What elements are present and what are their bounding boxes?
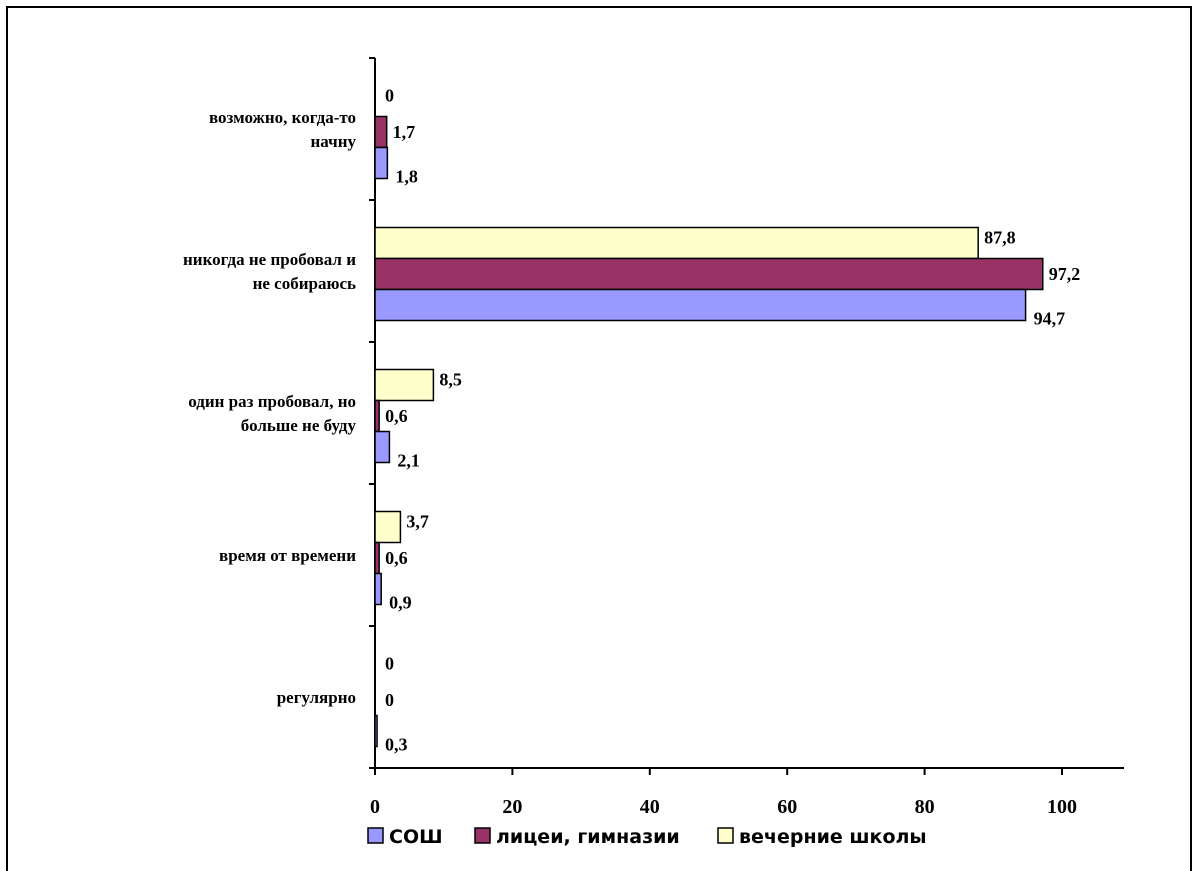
category-label-line: регулярно — [277, 688, 356, 707]
category-label-line: один раз пробовал, но — [188, 392, 356, 411]
bar — [374, 430, 391, 464]
x-tick-label: 0 — [370, 796, 380, 818]
bar — [374, 368, 435, 402]
category-label-line: больше не буду — [241, 416, 357, 435]
data-label: 0,6 — [385, 548, 408, 568]
bar — [374, 714, 378, 748]
data-label: 97,2 — [1049, 264, 1081, 284]
data-label: 2,1 — [397, 451, 420, 471]
bar — [374, 288, 1027, 322]
data-label: 1,8 — [395, 167, 418, 187]
bar — [374, 257, 1044, 291]
data-label: 0 — [385, 86, 394, 106]
legend-label: СОШ — [389, 826, 443, 848]
data-label: 0 — [385, 690, 394, 710]
legend-label: лицеи, гимназии — [496, 826, 680, 848]
category-label: один раз пробовал, но больше не буду — [188, 392, 356, 435]
data-label: 3,7 — [406, 512, 429, 532]
x-tick-label: 40 — [640, 796, 660, 818]
x-tick-label: 60 — [777, 796, 797, 818]
bar — [374, 226, 979, 260]
chart-border — [6, 6, 1192, 871]
x-tick-label: 100 — [1047, 796, 1077, 818]
category-label: возможно, когда-то начну — [209, 108, 357, 151]
bar — [374, 146, 389, 180]
category-label-line: не собираюсь — [253, 274, 356, 293]
bar — [374, 572, 382, 606]
data-label: 94,7 — [1034, 309, 1066, 329]
category-label-line: никогда не пробовал и — [183, 250, 356, 269]
data-label: 1,7 — [393, 122, 416, 142]
bar — [374, 510, 402, 544]
category-label: никогда не пробовал и не собираюсь — [183, 250, 356, 293]
data-label: 87,8 — [984, 228, 1016, 248]
legend-swatch — [367, 827, 384, 844]
data-label: 0 — [385, 654, 394, 674]
category-label-line: время от времени — [219, 546, 356, 565]
x-tick-label: 20 — [502, 796, 522, 818]
x-tick-label: 80 — [915, 796, 935, 818]
category-label: время от времени — [219, 546, 356, 565]
data-label: 0,9 — [389, 593, 412, 613]
category-label: регулярно — [277, 688, 356, 707]
bar — [374, 115, 388, 149]
data-label: 0,6 — [385, 406, 408, 426]
legend-swatch — [474, 827, 491, 844]
data-label: 0,3 — [385, 735, 408, 755]
data-label: 8,5 — [439, 370, 462, 390]
bar — [374, 541, 380, 575]
category-label-line: возможно, когда-то — [209, 108, 356, 127]
legend-label: вечерние школы — [739, 826, 927, 848]
bar — [374, 399, 380, 433]
category-label-line: начну — [311, 132, 357, 151]
legend-swatch — [717, 827, 734, 844]
